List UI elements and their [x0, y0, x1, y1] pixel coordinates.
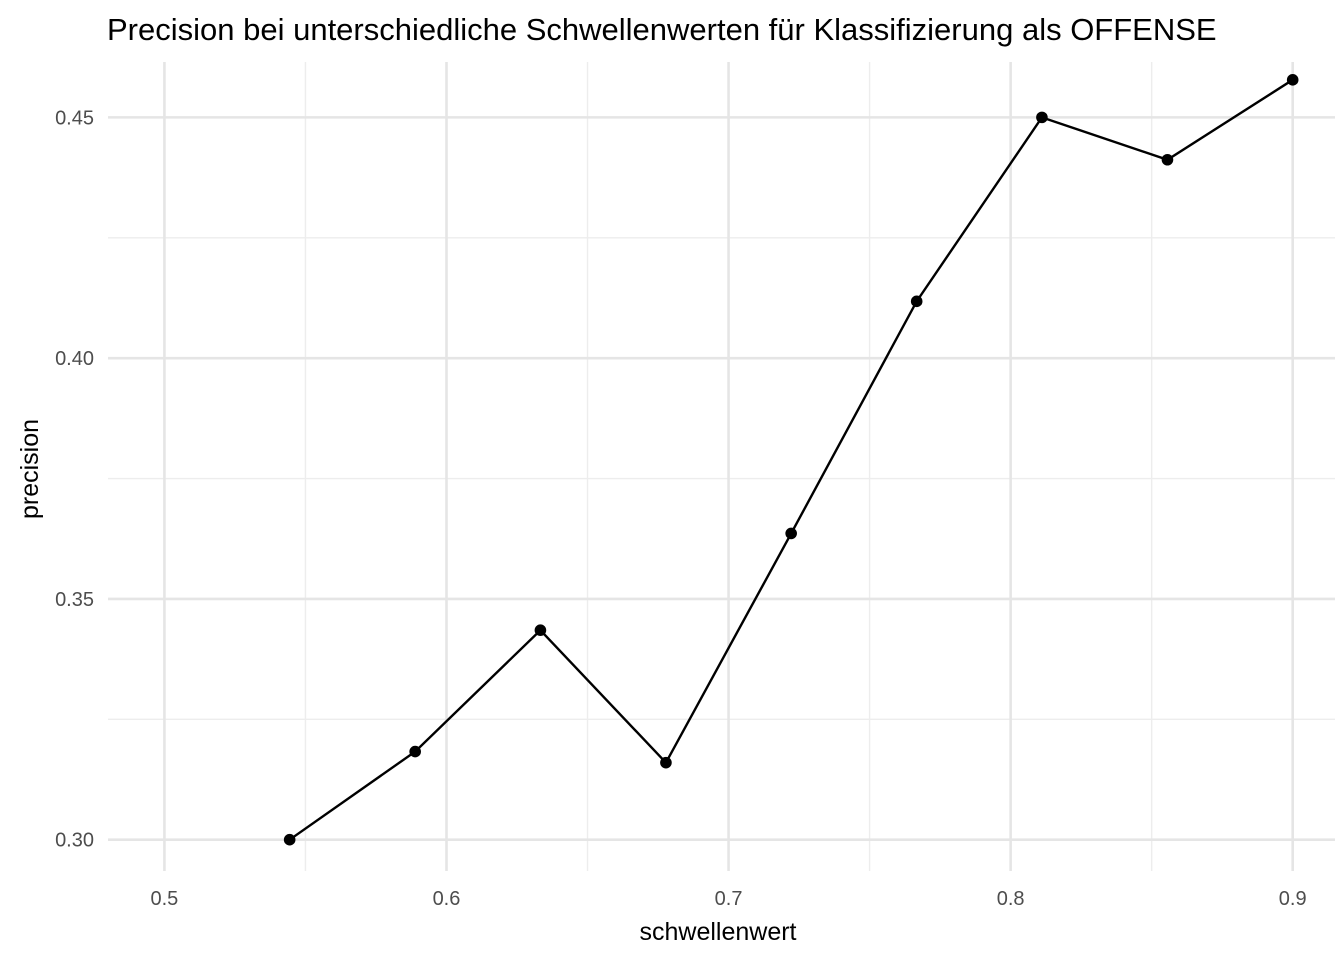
series-line	[288, 78, 1294, 841]
tick-labels: 0.5 0.6 0.7 0.8 0.9 0.30 0.35 0.40 0.45	[55, 107, 1307, 910]
data-point	[283, 833, 296, 846]
data-point	[1036, 111, 1048, 124]
x-tick-label: 0.7	[715, 888, 743, 910]
x-tick-label: 0.6	[433, 888, 461, 910]
x-tick-label: 0.8	[997, 888, 1025, 910]
data-point	[1286, 74, 1299, 86]
data-point	[785, 527, 797, 540]
x-axis-title: schwellenwert	[639, 918, 796, 946]
x-tick-label: 0.5	[151, 888, 179, 910]
y-tick-label: 0.30	[55, 830, 94, 852]
y-tick-label: 0.40	[55, 348, 94, 370]
data-point	[1161, 153, 1174, 166]
data-point	[910, 295, 923, 308]
y-tick-label: 0.35	[55, 589, 94, 611]
chart-title: Precision bei unterschiedliche Schwellen…	[107, 12, 1217, 47]
minor-gridlines	[108, 62, 1335, 871]
data-series	[283, 74, 1299, 846]
data-point	[409, 745, 421, 758]
data-point	[660, 756, 672, 769]
y-tick-label: 0.45	[55, 107, 94, 129]
y-axis-title: precision	[16, 419, 44, 519]
x-tick-label: 0.9	[1279, 888, 1307, 910]
major-gridlines	[108, 62, 1335, 871]
data-point	[534, 624, 547, 637]
